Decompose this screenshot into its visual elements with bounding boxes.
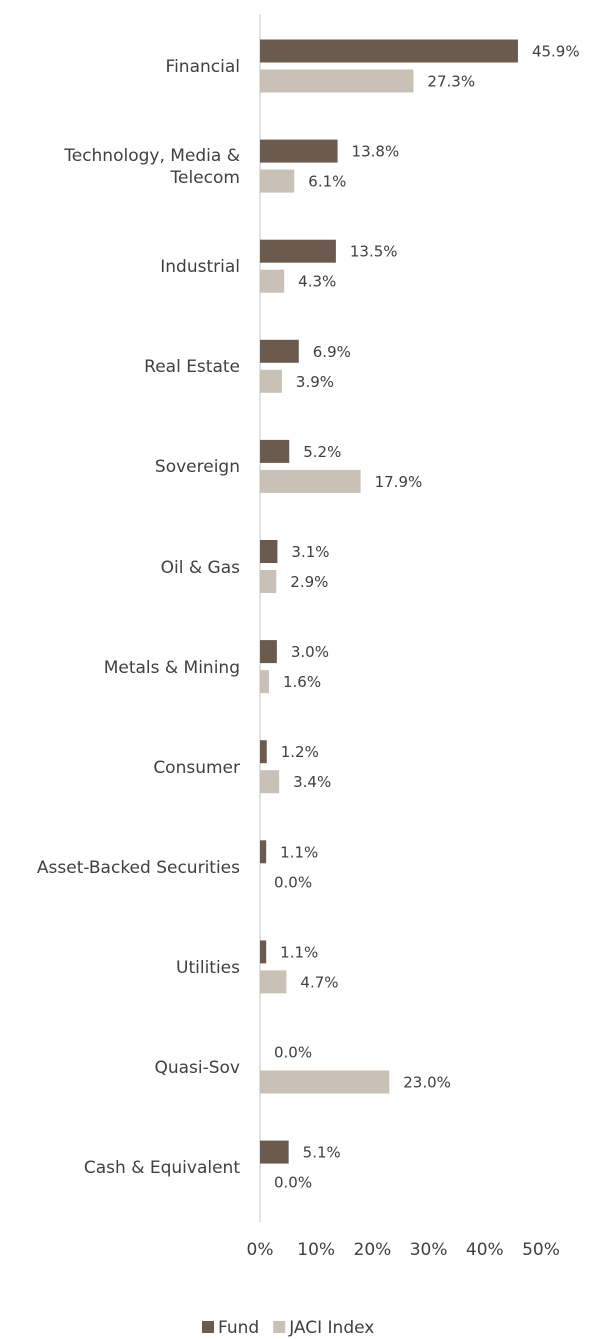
value-label: 0.0% <box>274 1174 312 1192</box>
value-label: 0.0% <box>274 1044 312 1062</box>
value-label: 3.9% <box>296 373 334 391</box>
legend-label: Fund <box>218 1318 259 1338</box>
value-label: 23.0% <box>403 1074 451 1092</box>
value-label: 5.2% <box>303 443 341 461</box>
value-label: 1.2% <box>281 743 319 761</box>
category-label: Utilities <box>176 957 240 978</box>
bar <box>260 970 287 994</box>
value-label: 1.1% <box>280 843 318 861</box>
value-label: 4.7% <box>300 973 338 991</box>
bar <box>260 369 282 393</box>
legend-swatch <box>273 1321 286 1333</box>
category-label: Cash & Equivalent <box>83 1158 240 1179</box>
bar <box>260 169 295 193</box>
value-label: 0.0% <box>274 873 312 891</box>
bar <box>260 770 280 794</box>
bar <box>260 840 267 864</box>
category-label: Asset-Backed Securities <box>36 857 240 878</box>
legend-swatch <box>202 1321 214 1333</box>
value-label: 3.0% <box>291 643 329 661</box>
bar <box>260 570 277 593</box>
x-tick-label: 0% <box>247 1240 274 1260</box>
value-label: 4.3% <box>298 273 336 291</box>
bar <box>260 1140 289 1164</box>
bar <box>260 469 361 493</box>
value-label: 5.1% <box>303 1144 341 1162</box>
x-tick-label: 10% <box>297 1240 335 1260</box>
value-label: 17.9% <box>375 473 423 491</box>
category-label: Industrial <box>160 257 240 278</box>
category-label: Financial <box>165 57 240 77</box>
bar <box>260 339 299 363</box>
category-label: Technology, Media & Telecom <box>64 146 240 189</box>
x-tick-label: 50% <box>522 1240 560 1260</box>
bar <box>260 39 518 63</box>
value-label: 6.9% <box>313 343 351 361</box>
x-tick-label: 30% <box>410 1240 448 1260</box>
bar <box>260 439 290 463</box>
category-label: Sovereign <box>154 457 240 478</box>
value-label: 3.4% <box>293 773 331 791</box>
bar <box>260 740 267 764</box>
value-label: 1.6% <box>283 673 321 691</box>
value-label: 13.5% <box>350 243 398 261</box>
category-label: Consumer <box>153 757 240 778</box>
value-label: 13.8% <box>352 143 400 161</box>
legend-label: JACI Index <box>288 1318 374 1338</box>
x-tick-label: 40% <box>466 1240 504 1260</box>
category-label: Quasi-Sov <box>154 1058 240 1078</box>
bar <box>260 69 414 93</box>
category-label: Oil & Gas <box>160 557 240 578</box>
bar <box>260 940 267 964</box>
bar <box>260 1070 390 1094</box>
bar <box>260 139 338 163</box>
value-label: 2.9% <box>290 573 328 591</box>
value-label: 3.1% <box>291 543 329 561</box>
value-label: 1.1% <box>280 943 318 961</box>
x-tick-label: 20% <box>354 1240 392 1260</box>
value-label: 27.3% <box>427 73 475 91</box>
bar <box>260 239 336 263</box>
value-label: 6.1% <box>308 173 346 191</box>
bar <box>260 540 278 563</box>
category-label: Real Estate <box>144 357 240 378</box>
bar <box>260 670 269 694</box>
value-label: 45.9% <box>532 43 580 61</box>
bar <box>260 269 285 293</box>
bar <box>260 640 277 664</box>
category-label: Metals & Mining <box>103 657 240 678</box>
